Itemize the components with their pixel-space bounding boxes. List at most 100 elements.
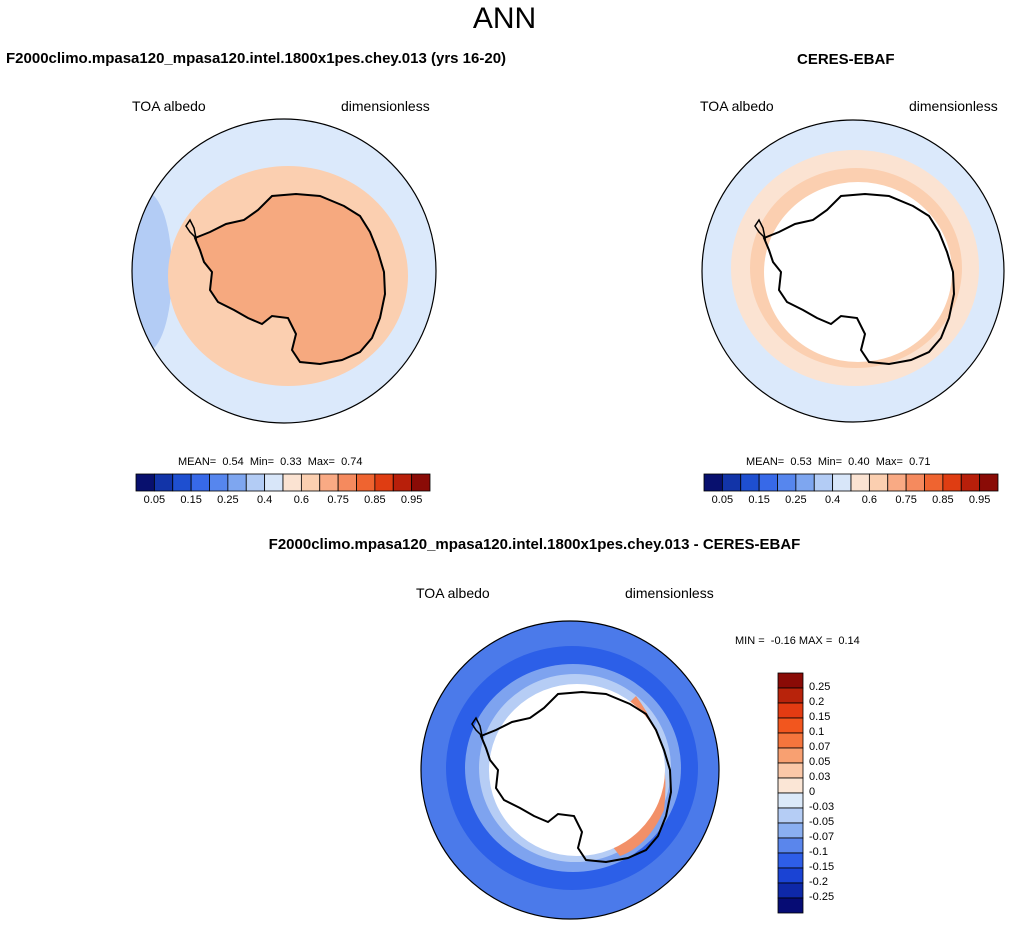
mean-label: MEAN= [178,456,217,468]
max-value: 0.14 [838,635,860,647]
colorbar-swatch [887,473,907,492]
map-boundary [420,620,720,920]
colorbar-swatch [850,473,870,492]
sector-west [132,192,172,352]
colorbar-tick-label: 0.05 [809,756,831,768]
colorbar-tick-label: -0.1 [809,846,828,858]
colorbar-swatch [924,473,944,492]
colorbar-panel-1 [135,473,431,492]
colorbar-tick-label: -0.15 [809,861,835,873]
colorbar-swatch [282,473,302,492]
max-label: Max= [307,456,335,468]
min-value: -0.16 [770,635,796,647]
panel-2-stats: MEAN= 0.53 Min= 0.40 Max= 0.71 [746,456,930,468]
missing-data-area [489,684,665,856]
panel-1-units: dimensionless [341,98,430,114]
colorbar-swatch [777,822,804,839]
colorbar-panel-2 [703,473,999,492]
colorbar-tick-label: 0.05 [143,494,166,506]
colorbar-swatch [868,473,889,492]
colorbar-swatch [300,473,321,492]
colorbar-swatch [721,473,742,492]
colorbar-swatch [795,473,815,492]
colorbar-swatch [392,473,413,492]
colorbar-tick-label: 0.25 [809,681,831,693]
colorbar-swatch [227,473,247,492]
colorbar-tick-label: 0 [809,786,816,798]
colorbar-swatch [777,837,804,854]
colorbar-swatch [832,473,852,492]
colorbar-swatch [356,473,376,492]
colorbar-tick-label: 0.25 [785,494,807,506]
panel-1-title: F2000climo.mpasa120_mpasa120.intel.1800x… [6,50,507,67]
colorbar-tick-label: -0.2 [809,876,828,888]
colorbar-tick-label: 0.6 [861,494,878,506]
colorbar-swatch [777,897,804,914]
colorbar-swatch [777,807,804,824]
panel-2-variable: TOA albedo [700,98,774,114]
colorbar-swatch [172,473,192,492]
colorbar-swatch [777,717,804,734]
colorbar-swatch [758,473,778,492]
panel-1-stats: MEAN= 0.54 Min= 0.33 Max= 0.74 [178,456,362,468]
min-label: Min= [249,456,275,468]
colorbar-swatch [411,473,431,492]
map-panel-2 [701,119,1005,423]
colorbar-swatch [777,867,804,884]
colorbar-tick-label: -0.25 [809,891,835,903]
colorbar-swatch [337,473,357,492]
colorbar-tick-label: 0.95 [968,494,991,506]
panel-3-stats: MIN = -0.16 MAX = 0.14 [735,635,860,647]
colorbar-tick-label: 0.25 [217,494,239,506]
map-boundary [701,119,1005,423]
colorbar-tick-label: 0.05 [711,494,734,506]
colorbar-swatch [153,473,174,492]
colorbar-tick-label: 0.4 [824,494,841,506]
colorbar-tick-label: -0.05 [809,816,835,828]
colorbar-swatch [777,792,804,809]
colorbar-tick-label: 0.15 [180,494,202,506]
colorbar-swatch [135,473,155,492]
max-label: MAX = [798,635,833,647]
colorbar-tick-label: 0.75 [327,494,349,506]
colorbar-swatch [264,473,284,492]
panel-1-variable: TOA albedo [132,98,206,114]
max-value: 0.71 [909,456,931,468]
map-panel-3 [420,620,720,920]
figure-title: ANN [472,2,537,35]
panel-2-units: dimensionless [909,98,998,114]
min-label: MIN = [735,635,765,647]
colorbar-swatch [777,777,804,794]
colorbar-swatch [374,473,394,492]
max-label: Max= [875,456,903,468]
colorbar-swatch [777,687,804,704]
colorbar-tick-label: -0.03 [809,801,835,813]
mean-value: 0.54 [222,456,244,468]
min-value: 0.40 [848,456,870,468]
colorbar-swatch [209,473,229,492]
colorbar-swatch [777,702,804,719]
colorbar-swatch [777,762,804,779]
colorbar-swatch [777,852,804,869]
max-value: 0.74 [341,456,363,468]
colorbar-swatch [740,473,760,492]
colorbar-tick-label: 0.75 [895,494,917,506]
panel-3-variable: TOA albedo [416,585,490,601]
map-panel-1 [131,118,437,424]
colorbar-tick-label: 0.2 [809,696,825,708]
colorbar-swatch [942,473,962,492]
colorbar-swatch [245,473,266,492]
missing-data-area [764,182,952,362]
panel-3-title: F2000climo.mpasa120_mpasa120.intel.1800x… [268,536,801,553]
colorbar-swatch [190,473,210,492]
colorbar-swatch [777,882,804,899]
colorbar-panel-3 [777,672,804,914]
colorbar-swatch [960,473,981,492]
colorbar-tick-label: 0.85 [932,494,954,506]
colorbar-swatch [905,473,925,492]
colorbar-tick-label: 0.15 [809,711,831,723]
colorbar-tick-label: 0.6 [293,494,310,506]
min-label: Min= [817,456,843,468]
colorbar-tick-label: -0.07 [809,831,835,843]
colorbar-swatch [979,473,999,492]
